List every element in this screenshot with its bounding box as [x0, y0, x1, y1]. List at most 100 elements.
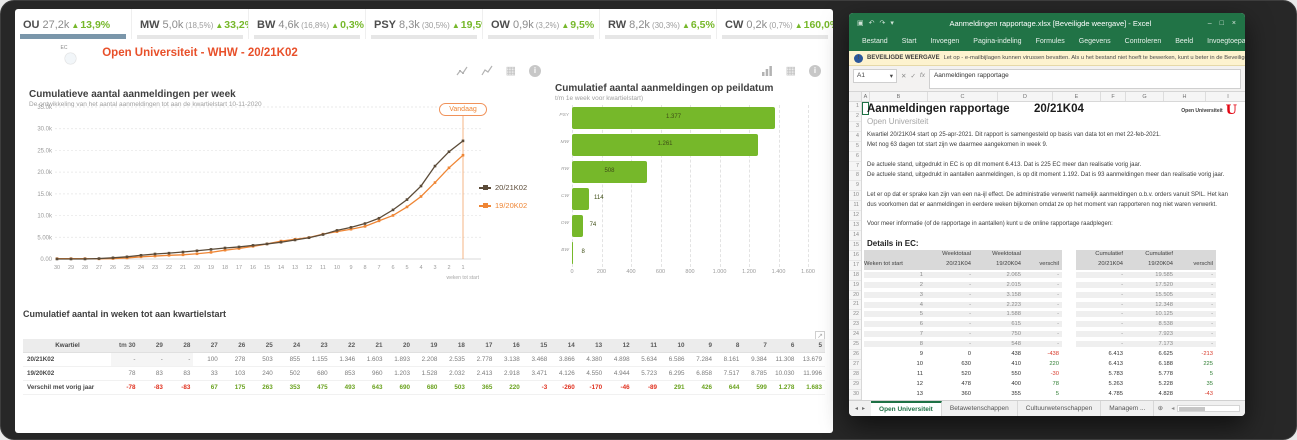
row-header-4[interactable]: 4 [849, 132, 861, 142]
row-header-13[interactable]: 13 [849, 221, 861, 231]
cancel-icon[interactable]: ✕ [901, 73, 907, 80]
kpi-rw[interactable]: RW 8,2k (30,3%) ▲6,5% [599, 9, 716, 39]
table-cell: 5.634 [632, 352, 661, 367]
close-button[interactable]: × [1231, 19, 1236, 27]
sheet-tab-betawetenschappen[interactable]: Betawetenschappen [942, 401, 1018, 416]
row-header-1[interactable]: 1 [849, 102, 861, 112]
row-header-12[interactable]: 12 [849, 211, 861, 222]
row-header-2[interactable]: 2 [849, 112, 861, 122]
save-icon[interactable]: ▣ [857, 20, 864, 27]
maximize-button[interactable]: □ [1219, 19, 1224, 27]
kpi-mw[interactable]: MW5,0k(18,5%)▲33,2% [131, 9, 248, 39]
ribbon-tab-gegevens[interactable]: Gegevens [1078, 38, 1111, 45]
row-header-16[interactable]: 16 [849, 251, 861, 261]
add-sheet-icon[interactable]: ⊕ [1157, 405, 1164, 412]
ribbon-tab-formules[interactable]: Formules [1035, 38, 1065, 45]
undo-icon[interactable]: ↶ [868, 20, 875, 27]
ribbon-tab-paginaindeling[interactable]: Pagina-indeling [973, 38, 1022, 45]
row-header-29[interactable]: 29 [849, 380, 861, 390]
row-header-20[interactable]: 20 [849, 291, 861, 301]
row-header-3[interactable]: 3 [849, 122, 861, 132]
row-header-17[interactable]: 17 [849, 261, 861, 271]
table-view-icon[interactable]: ▦ [785, 65, 796, 77]
row-header-15[interactable]: 15 [849, 241, 861, 251]
row-header-21[interactable]: 21 [849, 300, 861, 311]
scroll-left-icon[interactable]: ◂ [1171, 406, 1175, 412]
ribbon-tab-invoegen[interactable]: Invoegen [930, 38, 960, 45]
column-header-h[interactable]: H [1164, 92, 1206, 101]
column-header-b[interactable]: B [870, 92, 928, 101]
quick-access-caret-icon[interactable]: ▾ [890, 20, 894, 27]
fx-icon[interactable]: fx [919, 72, 925, 79]
row-header-6[interactable]: 6 [849, 152, 861, 162]
scrollbar-thumb[interactable] [1179, 407, 1206, 411]
svg-text:26: 26 [110, 265, 116, 271]
row-header-30[interactable]: 30 [849, 390, 861, 400]
ec-toggle[interactable]: EC [49, 45, 79, 64]
sheet-tab-open-universiteit[interactable]: Open Universiteit [871, 401, 942, 416]
scrollbar-track[interactable] [1177, 405, 1240, 412]
ribbon-tab-invoegtoepassingen[interactable]: Invoegtoepassingen [1207, 38, 1245, 45]
row-header-11[interactable]: 11 [849, 201, 861, 212]
line-markers-icon[interactable] [456, 65, 468, 77]
column-header-a[interactable]: A [862, 92, 870, 101]
ribbon-tab-controleren[interactable]: Controleren [1124, 38, 1162, 45]
kpi-ow[interactable]: OW 0,9k (3,2%) ▲9,5% [482, 9, 599, 39]
row-header-8[interactable]: 8 [849, 171, 861, 182]
legend-item-1920K02[interactable]: 19/20K02 [479, 201, 527, 210]
redo-icon[interactable]: ↷ [879, 20, 886, 27]
column-header: 19 [412, 339, 441, 353]
bar-value-label: 508 [604, 168, 615, 174]
sheet-tab-managem----[interactable]: Managem ... [1101, 401, 1155, 416]
ec-toggle-knob[interactable] [65, 53, 76, 64]
ribbon-tab-beeld[interactable]: Beeld [1175, 38, 1194, 45]
legend-item-2021K02[interactable]: 20/21K02 [479, 183, 527, 192]
row-header-24[interactable]: 24 [849, 330, 861, 341]
column-header-i[interactable]: I [1206, 92, 1245, 101]
column-header-g[interactable]: G [1126, 92, 1164, 101]
column-header-d[interactable]: D [998, 92, 1053, 101]
row-header-18[interactable]: 18 [849, 271, 861, 281]
paragraph-1a: Kwartiel 20/21K04 start op 25-apr-2021. … [867, 132, 1161, 138]
row-header-9[interactable]: 9 [849, 181, 861, 192]
row-header-27[interactable]: 27 [849, 360, 861, 370]
formula-input[interactable]: Aanmeldingen rapportage [928, 69, 1241, 89]
row-header-10[interactable]: 10 [849, 191, 861, 202]
row-header-28[interactable]: 28 [849, 370, 861, 380]
row-header-7[interactable]: 7 [849, 162, 861, 172]
sheet-prev-icon[interactable]: ◂ [855, 406, 859, 412]
kpi-bw[interactable]: BW 4,6k (16,8%) ▲0,3% [248, 9, 365, 39]
row-header-23[interactable]: 23 [849, 320, 861, 331]
select-all-corner[interactable] [849, 92, 862, 101]
sheet-next-icon[interactable]: ▸ [862, 406, 866, 412]
column-header-f[interactable]: F [1101, 92, 1126, 101]
protected-view-bar[interactable]: ! BEVEILIGDE WEERGAVE Let op - e-mailbij… [849, 51, 1245, 66]
line-chart-icon[interactable] [481, 65, 493, 77]
info-icon[interactable]: i [809, 65, 821, 77]
dashboard-title: Open Universiteit - WHW - 20/21K02 [102, 47, 298, 59]
ribbon-tab-bestand[interactable]: Bestand [862, 38, 888, 45]
kpi-cw[interactable]: CW0,2k(0,7%)▲160,0% [716, 9, 833, 39]
row-header-22[interactable]: 22 [849, 310, 861, 321]
bar-chart-icon[interactable] [761, 65, 773, 77]
info-icon[interactable]: i [529, 65, 541, 77]
table-header-row: Kwartiel tm 30 29 28 27 26 25 24 23 22 21 20 19 18 17 1… [23, 339, 825, 353]
table-view-icon[interactable]: ▦ [505, 65, 516, 77]
row-header-26[interactable]: 26 [849, 350, 861, 360]
row-header-19[interactable]: 19 [849, 281, 861, 291]
kpi-ou[interactable]: OU 27,2k ▲13,9% [15, 9, 131, 39]
ribbon-tab-start[interactable]: Start [901, 38, 917, 45]
details-cell: - [926, 331, 974, 338]
minimize-button[interactable]: – [1207, 19, 1212, 27]
row-header-25[interactable]: 25 [849, 340, 861, 351]
column-header-e[interactable]: E [1053, 92, 1101, 101]
sheet-tab-cultuurwetenschappen[interactable]: Cultuurwetenschappen [1018, 401, 1102, 416]
sheet-content[interactable]: Aanmeldingen rapportage 20/21K04 Open Un… [862, 102, 1245, 400]
row-header-14[interactable]: 14 [849, 231, 861, 241]
name-box[interactable]: A1 ▾ [853, 69, 897, 83]
column-header-c[interactable]: C [928, 92, 998, 101]
row-header-5[interactable]: 5 [849, 142, 861, 152]
line-chart-subtitle: De ontwikkeling van het aantal aanmeldin… [29, 101, 262, 108]
enter-icon[interactable]: ✓ [910, 73, 916, 80]
